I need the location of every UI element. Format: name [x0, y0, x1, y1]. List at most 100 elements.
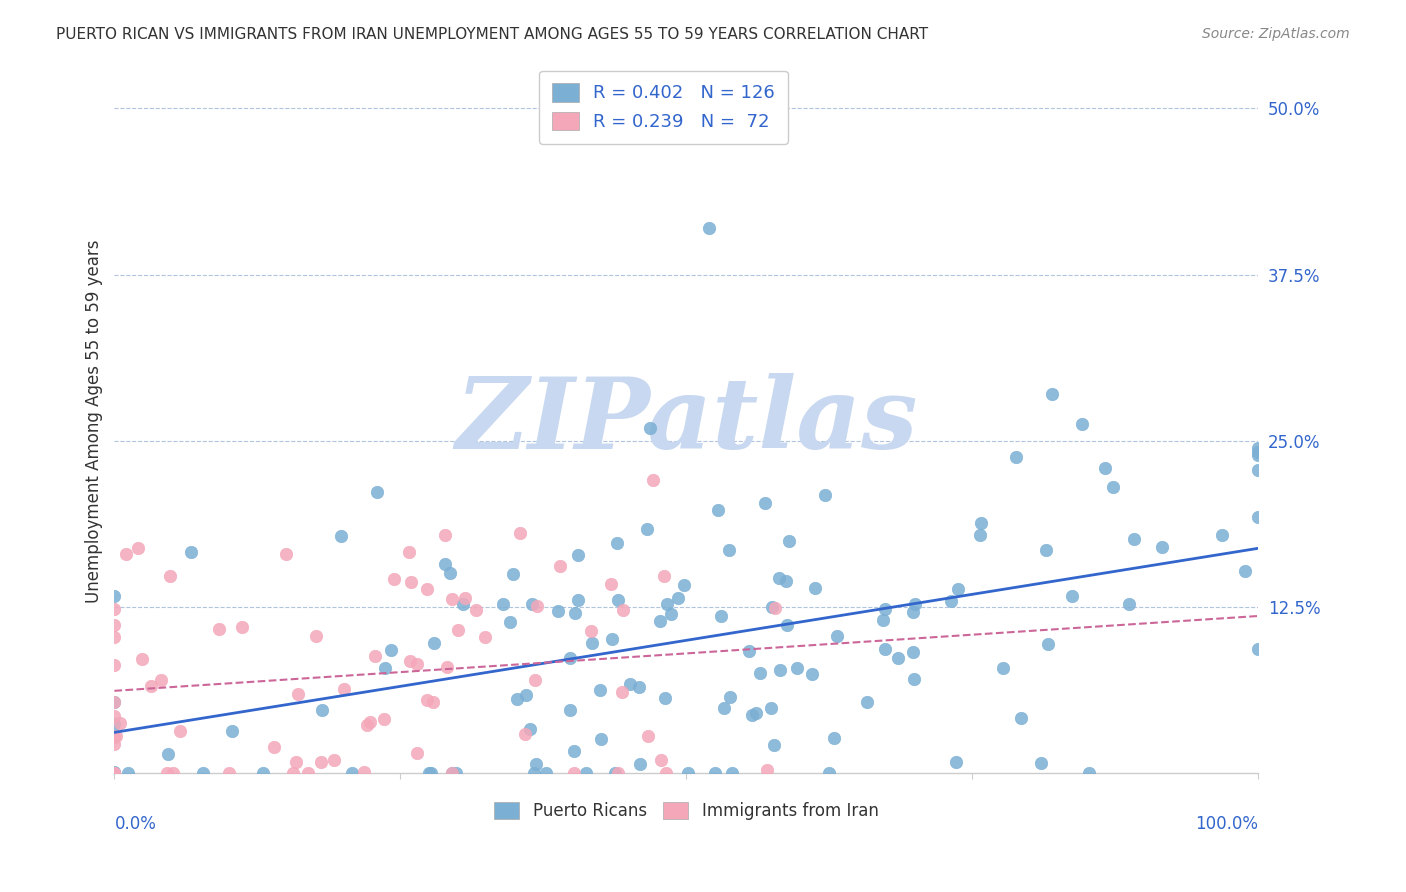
Point [560, 651, 582, 665]
Point [801, 667, 824, 681]
Point [447, 623, 470, 637]
Point [697, 221, 720, 235]
Point [818, 766, 841, 780]
Point [581, 636, 603, 650]
Point [769, 663, 792, 677]
Point [607, 592, 630, 607]
Point [600, 577, 623, 591]
Point [287, 687, 309, 701]
Point [603, 766, 626, 780]
Point [1035, 542, 1057, 557]
Point [440, 766, 463, 780]
Point [560, 703, 582, 717]
Point [103, 766, 125, 780]
Point [567, 548, 589, 562]
Point [356, 717, 378, 731]
Point [654, 691, 676, 706]
Point [969, 528, 991, 542]
Point [433, 557, 456, 571]
Point [823, 731, 845, 746]
Point [436, 659, 458, 673]
Legend: Puerto Ricans, Immigrants from Iran: Puerto Ricans, Immigrants from Iran [486, 794, 887, 829]
Point [419, 766, 441, 780]
Point [904, 597, 927, 611]
Point [606, 766, 628, 780]
Point [506, 692, 529, 706]
Point [1247, 441, 1270, 455]
Point [1247, 510, 1270, 524]
Point [672, 578, 695, 592]
Point [619, 677, 641, 691]
Point [502, 566, 524, 581]
Point [519, 722, 541, 736]
Point [636, 522, 658, 536]
Point [285, 756, 308, 770]
Point [423, 636, 446, 650]
Point [323, 753, 346, 767]
Point [103, 737, 125, 751]
Point [903, 673, 925, 687]
Point [1247, 642, 1270, 657]
Point [738, 643, 761, 657]
Point [655, 766, 678, 780]
Point [803, 581, 825, 595]
Point [373, 712, 395, 726]
Text: Source: ZipAtlas.com: Source: ZipAtlas.com [1202, 27, 1350, 41]
Point [103, 658, 125, 673]
Point [366, 484, 388, 499]
Point [193, 766, 215, 780]
Point [103, 716, 125, 731]
Point [139, 679, 162, 693]
Point [169, 723, 191, 738]
Point [748, 665, 770, 680]
Point [941, 593, 963, 607]
Point [329, 528, 352, 542]
Point [492, 597, 515, 611]
Point [454, 591, 477, 606]
Point [180, 545, 202, 559]
Point [406, 657, 429, 671]
Point [305, 629, 328, 643]
Point [676, 766, 699, 780]
Point [515, 688, 537, 702]
Y-axis label: Unemployment Among Ages 55 to 59 years: Unemployment Among Ages 55 to 59 years [86, 239, 103, 603]
Point [309, 755, 332, 769]
Point [103, 764, 125, 779]
Point [564, 607, 586, 621]
Point [416, 582, 439, 596]
Point [115, 547, 138, 561]
Point [440, 591, 463, 606]
Point [1234, 565, 1257, 579]
Point [405, 747, 427, 761]
Point [655, 597, 678, 611]
Point [433, 528, 456, 542]
Point [1150, 540, 1173, 554]
Point [1031, 756, 1053, 771]
Point [875, 642, 897, 657]
Point [103, 730, 125, 744]
Point [762, 739, 785, 753]
Point [666, 591, 689, 605]
Point [444, 766, 467, 780]
Point [221, 723, 243, 738]
Point [103, 695, 125, 709]
Point [416, 692, 439, 706]
Point [1123, 532, 1146, 546]
Point [969, 516, 991, 531]
Point [650, 753, 672, 767]
Point [159, 569, 181, 583]
Point [562, 766, 585, 780]
Point [600, 632, 623, 646]
Point [1247, 445, 1270, 459]
Point [1211, 527, 1233, 541]
Point [1011, 711, 1033, 725]
Point [208, 623, 231, 637]
Point [612, 603, 634, 617]
Point [650, 614, 672, 628]
Text: 100.0%: 100.0% [1195, 815, 1258, 833]
Point [1118, 598, 1140, 612]
Point [149, 673, 172, 687]
Point [526, 599, 548, 614]
Point [763, 601, 786, 615]
Point [1004, 450, 1026, 464]
